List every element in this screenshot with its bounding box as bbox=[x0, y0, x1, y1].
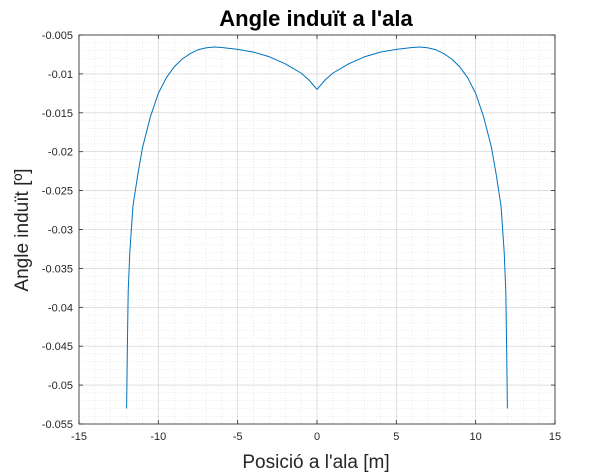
x-tick-label: 0 bbox=[314, 431, 320, 443]
series-line bbox=[126, 46, 508, 409]
y-tick-label: -0.015 bbox=[42, 108, 73, 120]
y-tick-label: -0.055 bbox=[42, 419, 73, 431]
x-axis-label: Posició a l'ala [m] bbox=[242, 452, 389, 473]
chart-title: Angle induït a l'ala bbox=[219, 6, 413, 31]
x-tick-label: 10 bbox=[470, 431, 482, 443]
x-tick-label: -5 bbox=[233, 431, 243, 443]
x-tick-label: 15 bbox=[549, 431, 561, 443]
y-tick-label: -0.02 bbox=[48, 147, 73, 159]
y-tick-label: -0.045 bbox=[42, 341, 73, 353]
x-tick-label: -10 bbox=[150, 431, 166, 443]
y-tick-label: -0.04 bbox=[48, 302, 73, 314]
y-tick-label: -0.05 bbox=[48, 380, 73, 392]
x-tick-label: -15 bbox=[71, 431, 87, 443]
y-tick-label: -0.025 bbox=[42, 186, 73, 198]
y-tick-label: -0.005 bbox=[42, 30, 73, 42]
y-axis-label: Angle induït [º] bbox=[12, 168, 33, 291]
y-axis-ticks bbox=[79, 34, 555, 425]
y-tick-label: -0.03 bbox=[48, 225, 73, 237]
series-group bbox=[126, 46, 508, 409]
y-tick-label: -0.01 bbox=[48, 69, 73, 81]
y-tick-label: -0.035 bbox=[42, 263, 73, 275]
x-axis-ticks bbox=[78, 35, 556, 424]
x-axis-tick-labels: -15 -10 -5 0 5 10 15 bbox=[71, 431, 561, 443]
x-tick-label: 5 bbox=[393, 431, 399, 443]
y-axis-tick-labels: -0.055 -0.05 -0.045 -0.04 -0.035 -0.03 -0.025 -… bbox=[42, 30, 73, 431]
